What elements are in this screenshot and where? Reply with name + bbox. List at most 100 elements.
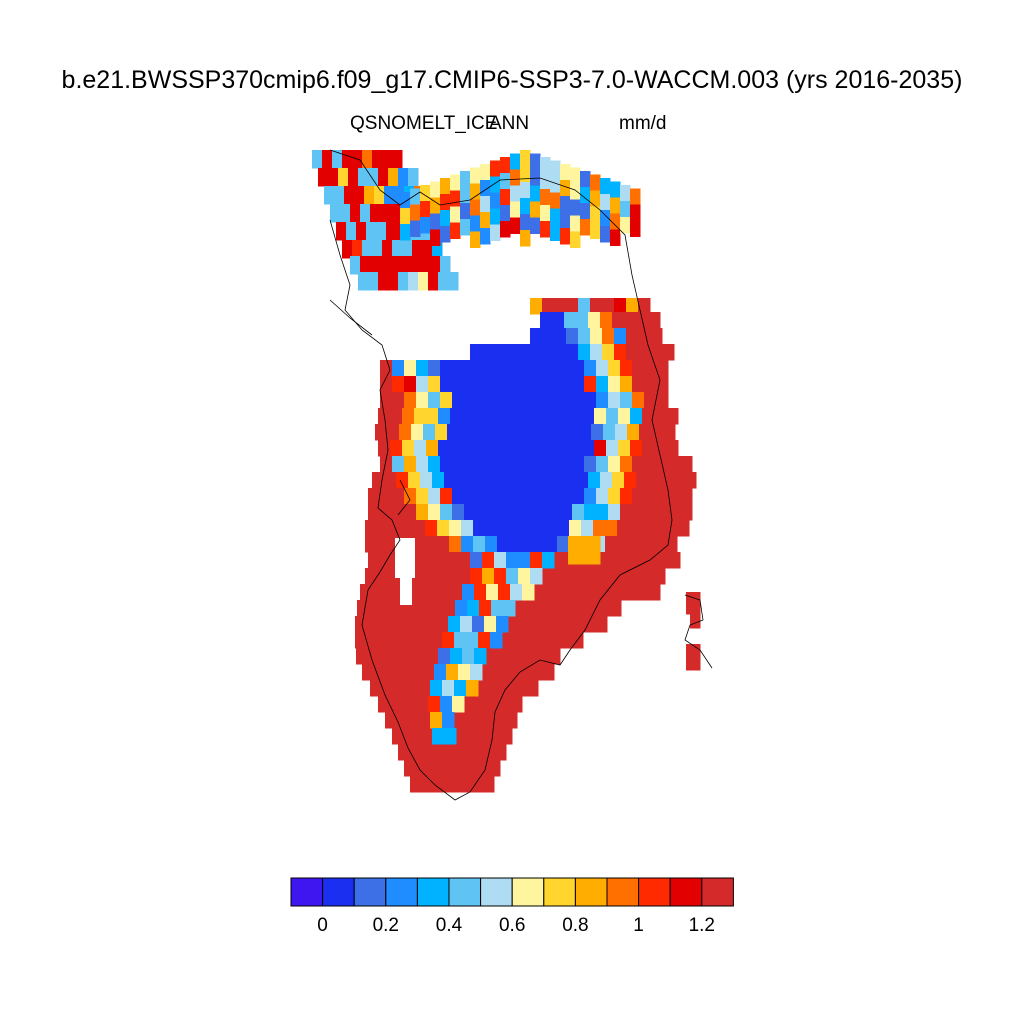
map-cell — [552, 312, 565, 329]
colorbar-tick-label: 0.2 — [373, 915, 399, 936]
map-cell — [398, 744, 411, 761]
map-cell — [464, 488, 477, 505]
colorbar-box — [669, 877, 703, 907]
map-cell — [474, 584, 487, 601]
map-cell — [608, 360, 621, 377]
map-cell — [428, 392, 441, 409]
map-cell — [450, 440, 463, 457]
map-cell — [428, 376, 441, 393]
map-cell — [358, 168, 369, 187]
map-cell — [624, 472, 637, 489]
map-cell — [618, 440, 631, 457]
map-cell — [663, 424, 676, 441]
map-cell — [600, 226, 611, 243]
map-cell — [370, 680, 383, 697]
map-cell — [367, 632, 380, 649]
map-cell — [416, 376, 429, 393]
map-cell — [530, 217, 541, 234]
map-cell — [524, 392, 537, 409]
map-cell — [459, 424, 472, 441]
map-cell — [560, 164, 571, 181]
colorbar-tick-label: 0.8 — [562, 915, 588, 936]
map-cell — [432, 728, 445, 745]
map-cell — [610, 181, 621, 198]
map-cell — [401, 520, 414, 537]
map-cell — [557, 568, 570, 585]
map-cell — [464, 376, 477, 393]
map-cell — [530, 185, 541, 202]
map-cell — [548, 488, 561, 505]
map-cell — [476, 376, 489, 393]
map-cell — [672, 472, 685, 489]
map-cell — [392, 488, 405, 505]
map-cell — [360, 256, 371, 275]
map-cell — [509, 520, 522, 537]
map-cell — [568, 536, 601, 565]
map-cell — [456, 472, 469, 489]
map-cell — [452, 392, 465, 409]
map-cell — [542, 552, 555, 569]
map-cell — [486, 696, 499, 713]
map-cell — [450, 206, 461, 223]
colorbar-tick-label: 0.4 — [436, 915, 463, 936]
map-cell — [638, 298, 651, 315]
map-cell — [560, 456, 573, 473]
map-cell — [440, 552, 453, 569]
map-cell — [446, 664, 459, 681]
map-cell — [617, 536, 630, 553]
map-cell — [380, 392, 393, 409]
map-cell — [540, 205, 551, 222]
map-cell — [512, 392, 525, 409]
map-cell — [653, 536, 666, 553]
map-cell — [542, 328, 555, 345]
map-cell — [430, 197, 441, 214]
map-cell — [523, 616, 536, 633]
map-cell — [432, 240, 443, 259]
map-cell — [368, 648, 381, 665]
map-cell — [542, 664, 555, 681]
map-cell — [535, 616, 548, 633]
map-cell — [403, 632, 416, 649]
colorbar-box — [448, 877, 482, 907]
map-cell — [668, 456, 681, 473]
map-cell — [648, 584, 661, 601]
map-cell — [520, 230, 531, 247]
map-cell — [540, 584, 553, 601]
map-cell — [540, 157, 551, 174]
map-cell — [464, 760, 477, 777]
map-cell — [500, 392, 513, 409]
map-cell — [584, 504, 597, 521]
map-cell — [500, 488, 513, 505]
map-cell — [648, 312, 661, 329]
map-cell — [428, 760, 441, 777]
map-cell — [520, 166, 531, 183]
map-cell — [416, 552, 429, 569]
map-cell — [380, 488, 393, 505]
map-cell — [578, 344, 591, 361]
map-cell — [482, 344, 495, 361]
map-cell — [470, 199, 481, 216]
map-cell — [428, 504, 441, 521]
map-cell — [644, 504, 657, 521]
map-cell — [542, 298, 555, 315]
map-cell — [594, 440, 607, 457]
map-cell — [483, 424, 496, 441]
map-cell — [596, 360, 609, 377]
map-cell — [430, 181, 441, 198]
colorbar-box — [574, 877, 608, 907]
map-cell — [486, 408, 499, 425]
map-cell — [593, 568, 606, 585]
map-cell — [572, 456, 585, 473]
map-cell — [470, 776, 483, 793]
map-cell — [480, 472, 493, 489]
map-cell — [585, 600, 598, 617]
map-mask — [0, 140, 312, 340]
variable-label: QSNOMELT_ICE — [350, 113, 498, 134]
map-cell — [416, 504, 429, 521]
map-cell — [518, 344, 531, 361]
map-cell — [490, 224, 501, 241]
map-cell — [390, 256, 401, 275]
colorbar-box — [416, 877, 450, 907]
map-cell — [462, 696, 475, 713]
map-cell — [524, 504, 537, 521]
